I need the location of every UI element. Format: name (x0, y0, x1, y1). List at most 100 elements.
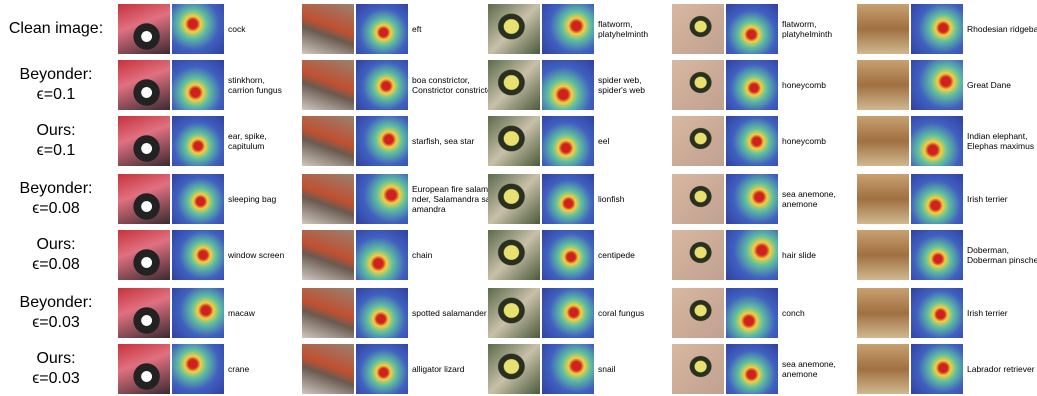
heatmap (726, 344, 778, 394)
heatmap (356, 230, 408, 280)
class-label-line: honeycomb (782, 136, 826, 146)
class-label: boa constrictor,Constrictor constrictor (412, 75, 495, 95)
class-label-line: window screen (228, 250, 284, 260)
heatmap (542, 288, 594, 338)
class-label: conch (782, 308, 805, 318)
heatmap (726, 230, 778, 280)
class-label: sleeping bag (228, 194, 276, 204)
image (488, 116, 540, 166)
row-label-line: Ours: (0, 121, 112, 141)
image (857, 60, 909, 110)
image (118, 174, 170, 224)
heatmap (726, 288, 778, 338)
image (118, 288, 170, 338)
class-label-line: Irish terrier (967, 308, 1008, 318)
class-label: hair slide (782, 250, 816, 260)
class-label: spotted salamander (412, 308, 487, 318)
class-label: Irish terrier (967, 308, 1008, 318)
row-label-line: ϵ=0.08 (0, 199, 112, 219)
class-label-line: chain (412, 250, 432, 260)
class-label-line: ear, spike, (228, 131, 267, 141)
heatmap (911, 4, 963, 54)
class-label-line: Labrador retriever (967, 364, 1035, 374)
class-label-line: Constrictor constrictor (412, 85, 495, 95)
class-label: eel (598, 136, 609, 146)
row-label-line: ϵ=0.1 (0, 141, 112, 161)
class-label-line: Doberman pinscher (967, 255, 1037, 265)
image (672, 230, 724, 280)
class-label-line: spotted salamander (412, 308, 487, 318)
class-label-line: amandra (412, 204, 496, 214)
heatmap (911, 344, 963, 394)
heatmap (356, 344, 408, 394)
class-label: chain (412, 250, 432, 260)
class-label-line: macaw (228, 308, 255, 318)
class-label-line: Doberman, (967, 245, 1037, 255)
image (302, 230, 354, 280)
class-label-line: starfish, sea star (412, 136, 474, 146)
heatmap (542, 116, 594, 166)
class-label: stinkhorn,carrion fungus (228, 75, 282, 95)
image (118, 344, 170, 394)
class-label-line: honeycomb (782, 80, 826, 90)
class-label-line: sea anemone, (782, 359, 836, 369)
class-label: Labrador retriever (967, 364, 1035, 374)
heatmap (726, 174, 778, 224)
heatmap (172, 4, 224, 54)
class-label: Indian elephant,Elephas maximus (967, 131, 1034, 151)
row-label-line: Beyonder: (0, 293, 112, 313)
heatmap (172, 288, 224, 338)
class-label-line: European fire salama- (412, 184, 496, 194)
heatmap (542, 4, 594, 54)
class-label: honeycomb (782, 136, 826, 146)
heatmap (172, 60, 224, 110)
heatmap (911, 116, 963, 166)
class-label: lionfish (598, 194, 624, 204)
heatmap (356, 288, 408, 338)
class-label-line: coral fungus (598, 308, 644, 318)
image (672, 60, 724, 110)
row-label-line: Beyonder: (0, 179, 112, 199)
heatmap (542, 344, 594, 394)
class-label-line: spider's web (598, 85, 645, 95)
class-label-line: Irish terrier (967, 194, 1008, 204)
class-label: Rhodesian ridgeback (967, 24, 1037, 34)
image (118, 116, 170, 166)
row-label-line: ϵ=0.08 (0, 255, 112, 275)
class-label: macaw (228, 308, 255, 318)
image (118, 60, 170, 110)
class-label-line: eel (598, 136, 609, 146)
class-label: crane (228, 364, 249, 374)
class-label: starfish, sea star (412, 136, 474, 146)
class-label-line: platyhelminth (598, 29, 648, 39)
image (857, 344, 909, 394)
heatmap (542, 230, 594, 280)
heatmap (911, 230, 963, 280)
image (118, 230, 170, 280)
heatmap (911, 174, 963, 224)
heatmap (356, 4, 408, 54)
class-label-line: platyhelminth (782, 29, 832, 39)
image (488, 174, 540, 224)
class-label-line: conch (782, 308, 805, 318)
class-label: cock (228, 24, 245, 34)
class-label: centipede (598, 250, 635, 260)
class-label-line: stinkhorn, (228, 75, 282, 85)
row-label: Beyonder:ϵ=0.03 (0, 293, 112, 333)
class-label: Great Dane (967, 80, 1011, 90)
class-label-line: capitulum (228, 141, 267, 151)
image (857, 4, 909, 54)
image (857, 288, 909, 338)
heatmap (726, 4, 778, 54)
class-label: coral fungus (598, 308, 644, 318)
image (302, 288, 354, 338)
class-label-line: boa constrictor, (412, 75, 495, 85)
class-label: alligator lizard (412, 364, 464, 374)
heatmap (542, 60, 594, 110)
class-label-line: cock (228, 24, 245, 34)
image (857, 230, 909, 280)
heatmap (911, 288, 963, 338)
heatmap (356, 60, 408, 110)
class-label: window screen (228, 250, 284, 260)
row-label-line: Clean image: (0, 19, 112, 39)
